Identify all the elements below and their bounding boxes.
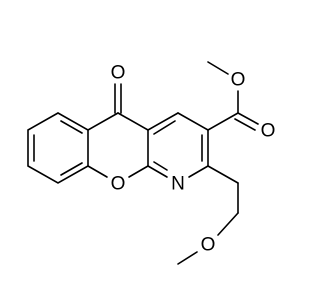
atom-label: O [201,235,216,256]
atom-label: O [111,174,126,195]
atom-label: O [111,63,126,84]
atom-label: O [261,121,276,142]
bonds [27,61,259,265]
atom-label: O [231,70,246,91]
molecule: O O N O O O [27,61,276,265]
atom-label: N [171,174,185,195]
